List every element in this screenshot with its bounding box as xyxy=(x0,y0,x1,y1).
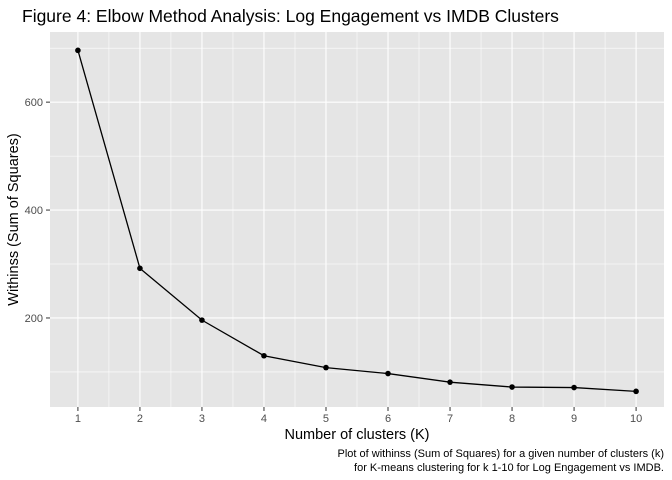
x-tick-label: 5 xyxy=(323,413,329,425)
data-point xyxy=(633,388,639,395)
y-tick-label: 400 xyxy=(25,205,43,217)
x-tick-label: 1 xyxy=(75,413,81,425)
x-tick-label: 6 xyxy=(385,413,391,425)
x-axis-ticks: 1 2 3 4 5 6 7 8 9 10 xyxy=(75,407,642,425)
y-tick-label: 600 xyxy=(25,97,43,109)
data-point xyxy=(385,370,391,377)
withinss-line xyxy=(77,50,637,392)
data-points xyxy=(75,47,639,395)
grid-lines xyxy=(50,32,664,407)
y-tick-label: 200 xyxy=(25,313,43,325)
data-point xyxy=(261,352,267,359)
x-axis-title: Number of clusters (K) xyxy=(284,427,429,443)
x-tick-label: 4 xyxy=(261,413,267,425)
data-point xyxy=(571,384,577,391)
series-line xyxy=(77,50,637,392)
y-axis-ticks: 200 400 600 xyxy=(25,97,50,325)
caption-line-1: Plot of withinss (Sum of Squares) for a … xyxy=(338,448,664,460)
data-point xyxy=(199,317,205,323)
x-tick-label: 7 xyxy=(447,413,453,425)
x-tick-label: 10 xyxy=(630,413,642,425)
x-tick-label: 8 xyxy=(509,413,515,425)
x-tick-label: 2 xyxy=(137,413,143,425)
data-point xyxy=(323,364,329,371)
data-point xyxy=(75,47,81,54)
data-point xyxy=(509,384,515,390)
x-tick-label: 3 xyxy=(199,413,205,425)
chart-title: Figure 4: Elbow Method Analysis: Log Eng… xyxy=(22,6,559,26)
y-axis-title: Withinss (Sum of Squares) xyxy=(6,133,22,305)
caption-line-2: for K-means clustering for k 1-10 for Lo… xyxy=(354,462,664,474)
data-point xyxy=(137,265,143,272)
x-tick-label: 9 xyxy=(571,413,577,425)
data-point xyxy=(447,379,453,385)
